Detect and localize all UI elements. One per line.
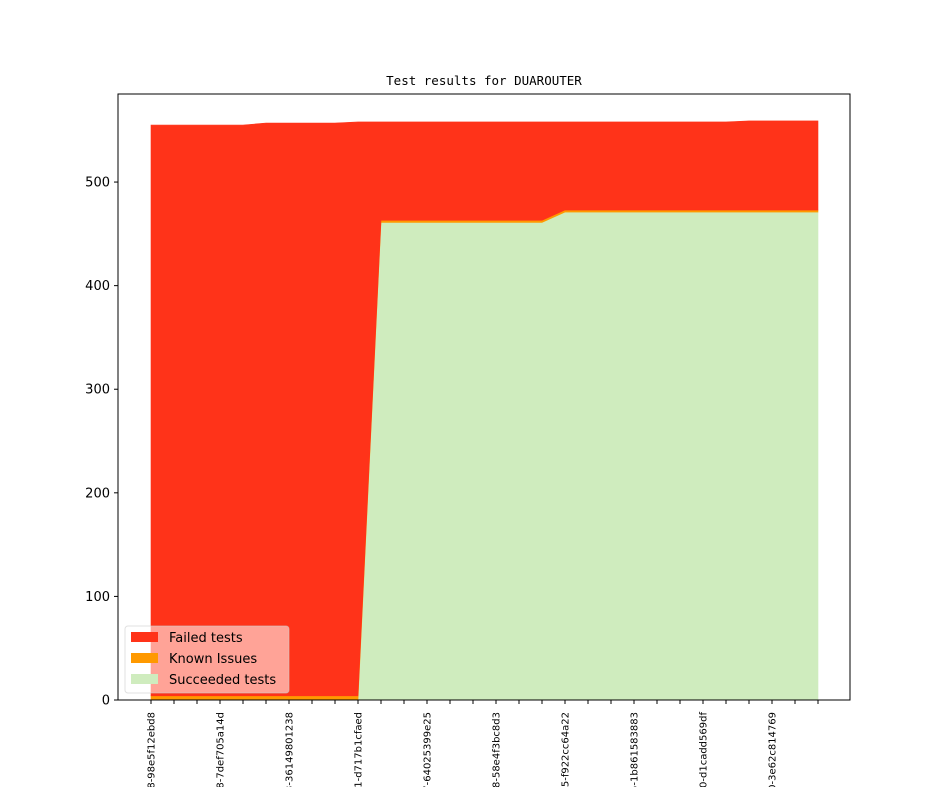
legend-label: Known Issues (169, 652, 257, 667)
x-tick-label: 8-98e5f12ebd8 (147, 712, 158, 787)
x-tick-label: 5-f922cc64a22 (561, 712, 572, 787)
x-tick-label: 3-36149801238 (285, 712, 296, 787)
y-tick-label: 500 (85, 176, 110, 191)
x-tick-label: 5-1b861583883 (630, 712, 641, 787)
area-failed-tests (150, 120, 819, 697)
chart-title: Test results for DUAROUTER (386, 73, 582, 88)
x-tick-label: 7-64025399e25 (423, 712, 434, 787)
legend-box (124, 625, 290, 694)
legend-swatch (131, 653, 158, 663)
y-tick-label: 0 (102, 694, 110, 709)
x-tick-label: 8-58e4f3bc8d3 (492, 712, 503, 787)
y-tick-label: 400 (85, 279, 110, 294)
y-axis: 0 100 200 300 400 500 (85, 176, 118, 709)
legend-swatch (131, 632, 158, 642)
x-tick-label: 0-3e62c814769 (768, 712, 779, 787)
x-axis: 8-98e5f12ebd8 8-7def705a14d 3-36149801238 1… (147, 700, 819, 787)
y-tick-label: 300 (85, 383, 110, 398)
y-tick-label: 200 (85, 486, 110, 501)
legend-label: Succeeded tests (169, 673, 276, 688)
x-tick-label: 0-d1cadd569df (699, 712, 710, 787)
legend-swatch (131, 674, 158, 684)
legend-label: Failed tests (169, 631, 243, 646)
x-tick-label: 1-d717b1cfaed (354, 712, 365, 787)
x-tick-label: 8-7def705a14d (216, 712, 227, 787)
legend: Failed tests Known Issues Succeeded tests (124, 625, 290, 694)
plot-frame (117, 93, 851, 701)
plot-areas (150, 120, 819, 701)
y-tick-label: 100 (85, 590, 110, 605)
